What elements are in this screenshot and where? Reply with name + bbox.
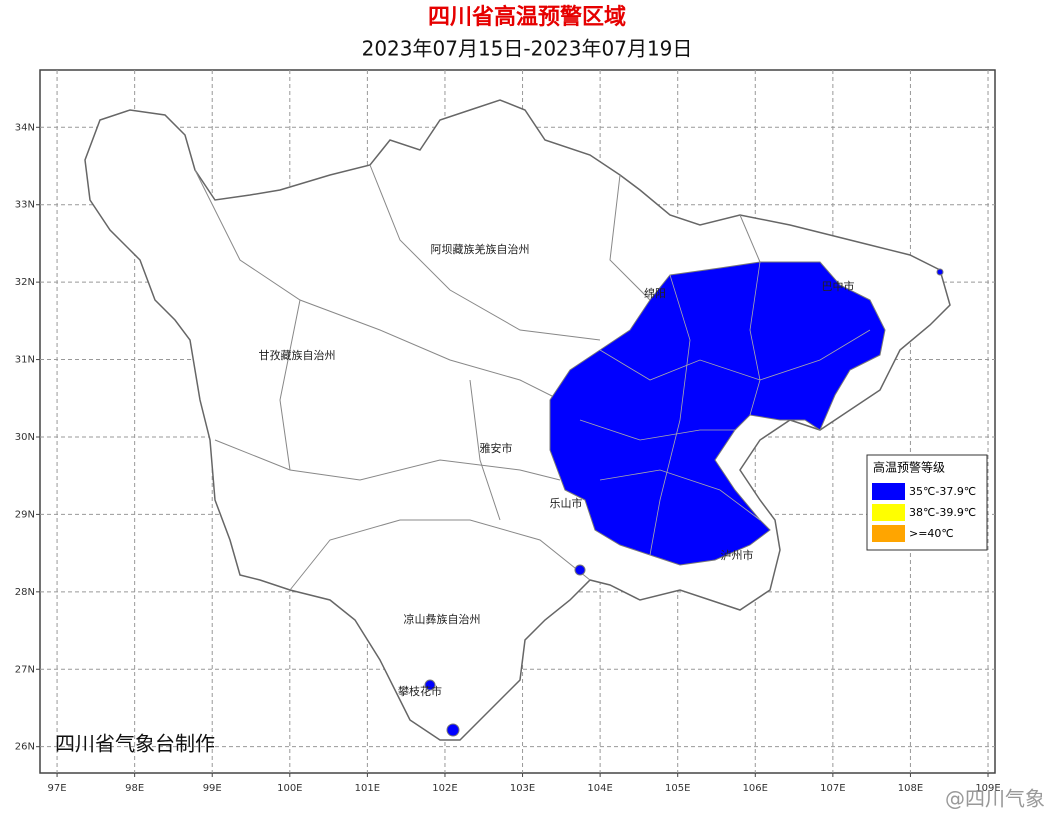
- legend-swatch: [872, 525, 905, 542]
- lat-tick-label: 26N: [15, 742, 35, 753]
- lon-tick-label: 99E: [203, 783, 222, 794]
- legend-label: >=40℃: [909, 527, 954, 540]
- lat-tick-label: 32N: [15, 277, 35, 288]
- subtitle: 2023年07月15日-2023年07月19日: [362, 37, 693, 61]
- lat-tick-label: 33N: [15, 200, 35, 211]
- legend-title: 高温预警等级: [873, 460, 945, 475]
- lat-tick-label: 27N: [15, 664, 35, 675]
- province-outline: [84, 99, 951, 741]
- warning-area: [424, 261, 944, 737]
- lat-tick-label: 30N: [15, 432, 35, 443]
- credit: 四川省气象台制作: [55, 732, 215, 756]
- lon-tick-label: 97E: [48, 783, 67, 794]
- place-label: 攀枝花市: [398, 684, 442, 698]
- lon-tick-label: 98E: [125, 783, 144, 794]
- area-borders: [579, 261, 871, 556]
- lon-tick-label: 105E: [665, 783, 690, 794]
- place-label: 巴中市: [822, 279, 855, 293]
- lon-tick-label: 107E: [820, 783, 845, 794]
- lat-tick-label: 31N: [15, 355, 35, 366]
- lon-tick-label: 109E: [975, 783, 1000, 794]
- place-label: 泸州市: [721, 548, 754, 562]
- place-label: 凉山彝族自治州: [404, 612, 481, 626]
- place-label: 乐山市: [550, 496, 583, 510]
- ticks: 97E 98E 99E 100E 101E 102E 103E 104E 105E 106E 107…: [15, 122, 1001, 794]
- lon-tick-label: 103E: [510, 783, 535, 794]
- lat-tick-label: 29N: [15, 509, 35, 520]
- lon-tick-label: 102E: [432, 783, 457, 794]
- lon-tick-label: 108E: [898, 783, 923, 794]
- legend-items: 35℃-37.9℃ 38℃-39.9℃ >=40℃: [872, 483, 976, 542]
- lon-tick-label: 101E: [355, 783, 380, 794]
- title: 四川省高温预警区域: [428, 4, 626, 30]
- legend-swatch: [872, 504, 905, 521]
- legend-label: 35℃-37.9℃: [909, 485, 976, 498]
- lon-tick-label: 100E: [277, 783, 302, 794]
- watermark: @四川气象: [945, 787, 1045, 811]
- lat-tick-label: 34N: [15, 122, 35, 133]
- lon-tick-label: 106E: [743, 783, 768, 794]
- place-label: 甘孜藏族自治州: [259, 348, 336, 362]
- lon-tick-label: 104E: [587, 783, 612, 794]
- district-borders: [194, 164, 761, 591]
- place-label: 阿坝藏族羌族自治州: [431, 242, 530, 256]
- lat-tick-label: 28N: [15, 587, 35, 598]
- legend: 高温预警等级 35℃-37.9℃ 38℃-39.9℃ >=40℃: [866, 454, 988, 551]
- legend-swatch: [872, 483, 905, 500]
- place-label: 雅安市: [480, 441, 513, 455]
- legend-label: 38℃-39.9℃: [909, 506, 976, 519]
- place-label: 绵阳: [644, 286, 666, 300]
